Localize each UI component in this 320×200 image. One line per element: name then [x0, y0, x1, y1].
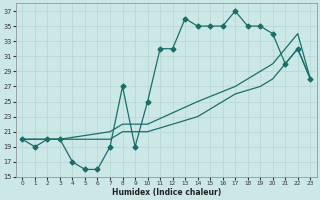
X-axis label: Humidex (Indice chaleur): Humidex (Indice chaleur) — [112, 188, 221, 197]
